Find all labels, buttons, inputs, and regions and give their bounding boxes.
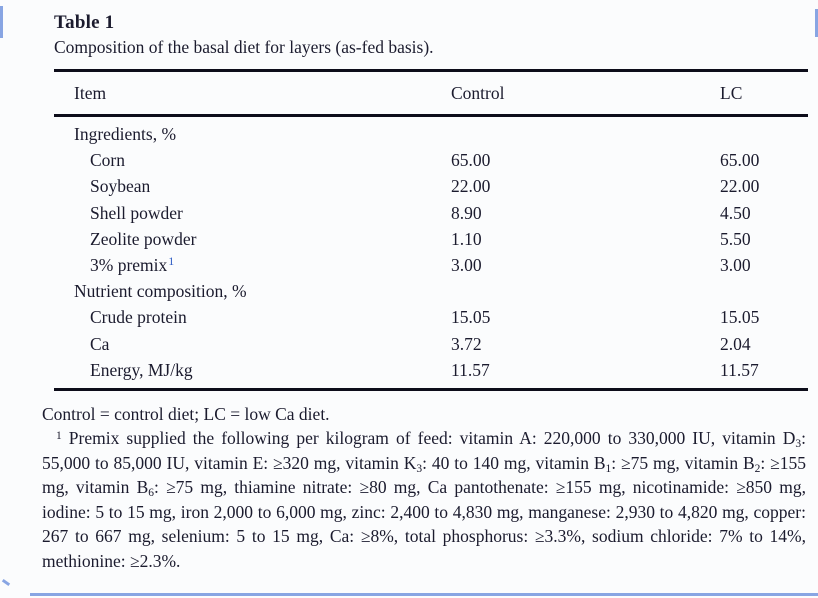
table-row: 3% premix1 3.00 3.00 [54,252,808,278]
control-value: 65.00 [451,150,491,171]
control-value: 3.00 [451,254,482,275]
row-label-text: 3% premix [90,254,168,275]
lc-value: 4.50 [720,202,751,223]
lc-value: 65.00 [720,150,760,171]
row-label: Zeolite powder [90,228,197,249]
table-row: Energy, MJ/kg 11.57 11.57 [54,357,808,391]
edge-artifact-right [815,9,818,37]
control-value: 3.72 [451,333,482,354]
table-label: Table 1 [54,12,115,33]
table-row: Soybean 22.00 22.00 [54,174,808,200]
table-row: Zeolite powder 1.10 5.50 [54,226,808,252]
diet-composition-table: Item Control LC Ingredients, % Corn 65.0… [54,69,808,391]
col-header-item: Item [54,69,451,117]
table-row: Crude protein 15.05 15.05 [54,305,808,331]
table-caption: Composition of the basal diet for layers… [54,37,434,57]
row-label: Corn [90,150,125,171]
control-value: 8.90 [451,202,482,223]
header-row: Item Control LC [54,69,808,117]
control-value: 1.10 [451,228,482,249]
lc-value: 5.50 [720,228,751,249]
row-label: Shell powder [90,202,183,223]
row-label: Crude protein [90,307,187,328]
control-value: 15.05 [451,307,491,328]
table-row: Ca 3.72 2.04 [54,331,808,357]
footnote-marker-link[interactable]: 1 [168,253,175,268]
table-row: Shell powder 8.90 4.50 [54,200,808,226]
lc-value: 22.00 [720,176,760,197]
table-row: Corn 65.00 65.00 [54,148,808,174]
section-header-row: Nutrient composition, % [54,279,808,305]
control-value: 11.57 [451,357,720,391]
lc-value: 15.05 [720,307,760,328]
row-label: 3% premix1 [54,252,451,278]
lc-value: 3.00 [720,254,751,275]
section-header-label: Nutrient composition, % [74,281,247,302]
row-label: Soybean [90,176,151,197]
lc-value: 2.04 [720,333,751,354]
abbreviations-note: Control = control diet; LC = low Ca diet… [42,403,330,424]
row-label: Energy, MJ/kg [54,357,451,391]
row-label: Ca [90,333,110,354]
lc-value: 11.57 [720,357,808,391]
section-header-label: Ingredients, % [74,124,177,144]
table-footnotes: Control = control diet; LC = low Ca diet… [42,402,806,574]
col-header-control: Control [451,69,720,117]
edge-artifact-bottom [30,593,818,596]
edge-artifact-left [0,6,3,38]
control-value: 22.00 [451,176,491,197]
col-header-lc: LC [720,69,808,117]
section-header-row: Ingredients, % [54,116,808,148]
premix-footnote: 1 Premix supplied the following per kilo… [42,428,807,571]
